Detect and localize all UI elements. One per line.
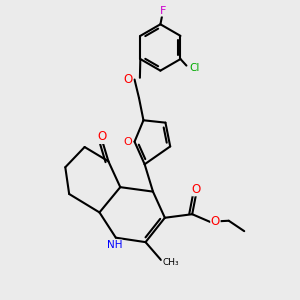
Text: Cl: Cl bbox=[190, 63, 200, 73]
Text: NH: NH bbox=[106, 240, 122, 250]
Text: O: O bbox=[211, 215, 220, 228]
Text: O: O bbox=[124, 137, 132, 147]
Text: CH₃: CH₃ bbox=[162, 258, 179, 267]
Text: O: O bbox=[123, 73, 133, 86]
Text: F: F bbox=[160, 6, 166, 16]
Text: O: O bbox=[98, 130, 107, 143]
Text: O: O bbox=[192, 183, 201, 196]
